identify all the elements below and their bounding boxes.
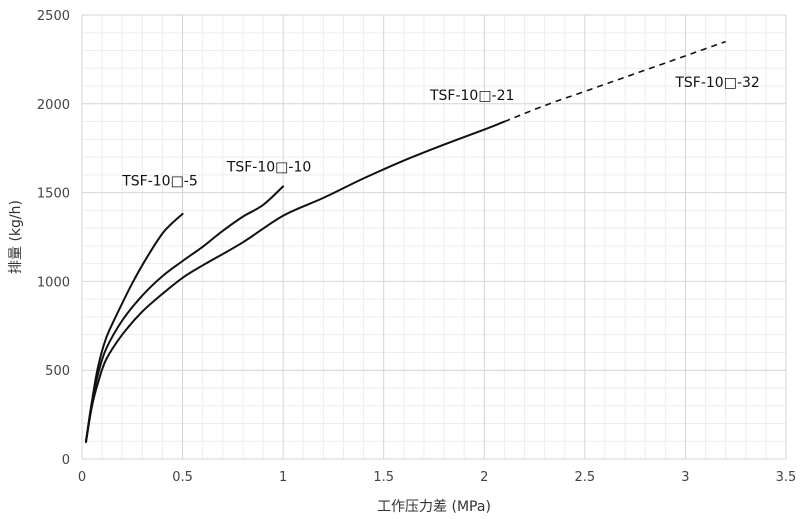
x-tick-label: 2.5 — [575, 470, 596, 485]
series-label-4: TSF-10□-32 — [674, 75, 759, 91]
series-label-2: TSF-10□-10 — [226, 159, 311, 175]
x-tick-label: 0 — [78, 470, 86, 485]
major-gridlines — [81, 14, 787, 460]
series-line-2 — [85, 185, 285, 443]
series-labels: TSF-10□-5 TSF-10□-10 TSF-10□-21 TSF-10□-32 — [121, 75, 760, 190]
y-axis-title: 排量 (kg/h) — [8, 200, 24, 274]
x-tick-label: 3.5 — [776, 470, 797, 485]
x-tick-label: 1.5 — [373, 470, 394, 485]
y-tick-label: 500 — [45, 364, 70, 379]
series-line-3 — [85, 120, 506, 444]
minor-gridlines — [82, 15, 786, 459]
series-line-1 — [85, 212, 184, 443]
x-tick-label: 2 — [480, 470, 488, 485]
y-tick-label: 2000 — [37, 98, 70, 113]
series-line-4 — [504, 40, 726, 123]
series-label-1: TSF-10□-5 — [121, 173, 198, 189]
y-tick-label: 2500 — [37, 9, 70, 24]
y-tick-label: 1500 — [37, 187, 70, 202]
y-tick-label: 0 — [62, 453, 70, 468]
y-tick-label: 1000 — [37, 275, 70, 290]
x-tick-label: 0.5 — [172, 470, 193, 485]
x-axis-title: 工作压力差 (MPa) — [377, 499, 491, 515]
x-tick-label: 1 — [279, 470, 287, 485]
data-series — [85, 40, 726, 444]
series-label-3: TSF-10□-21 — [429, 88, 514, 104]
x-tick-label: 3 — [681, 470, 689, 485]
axis-ticks: 0 0.5 1 1.5 2 2.5 3 3.5 0 500 1000 1500 2000 2500 — [37, 9, 796, 485]
